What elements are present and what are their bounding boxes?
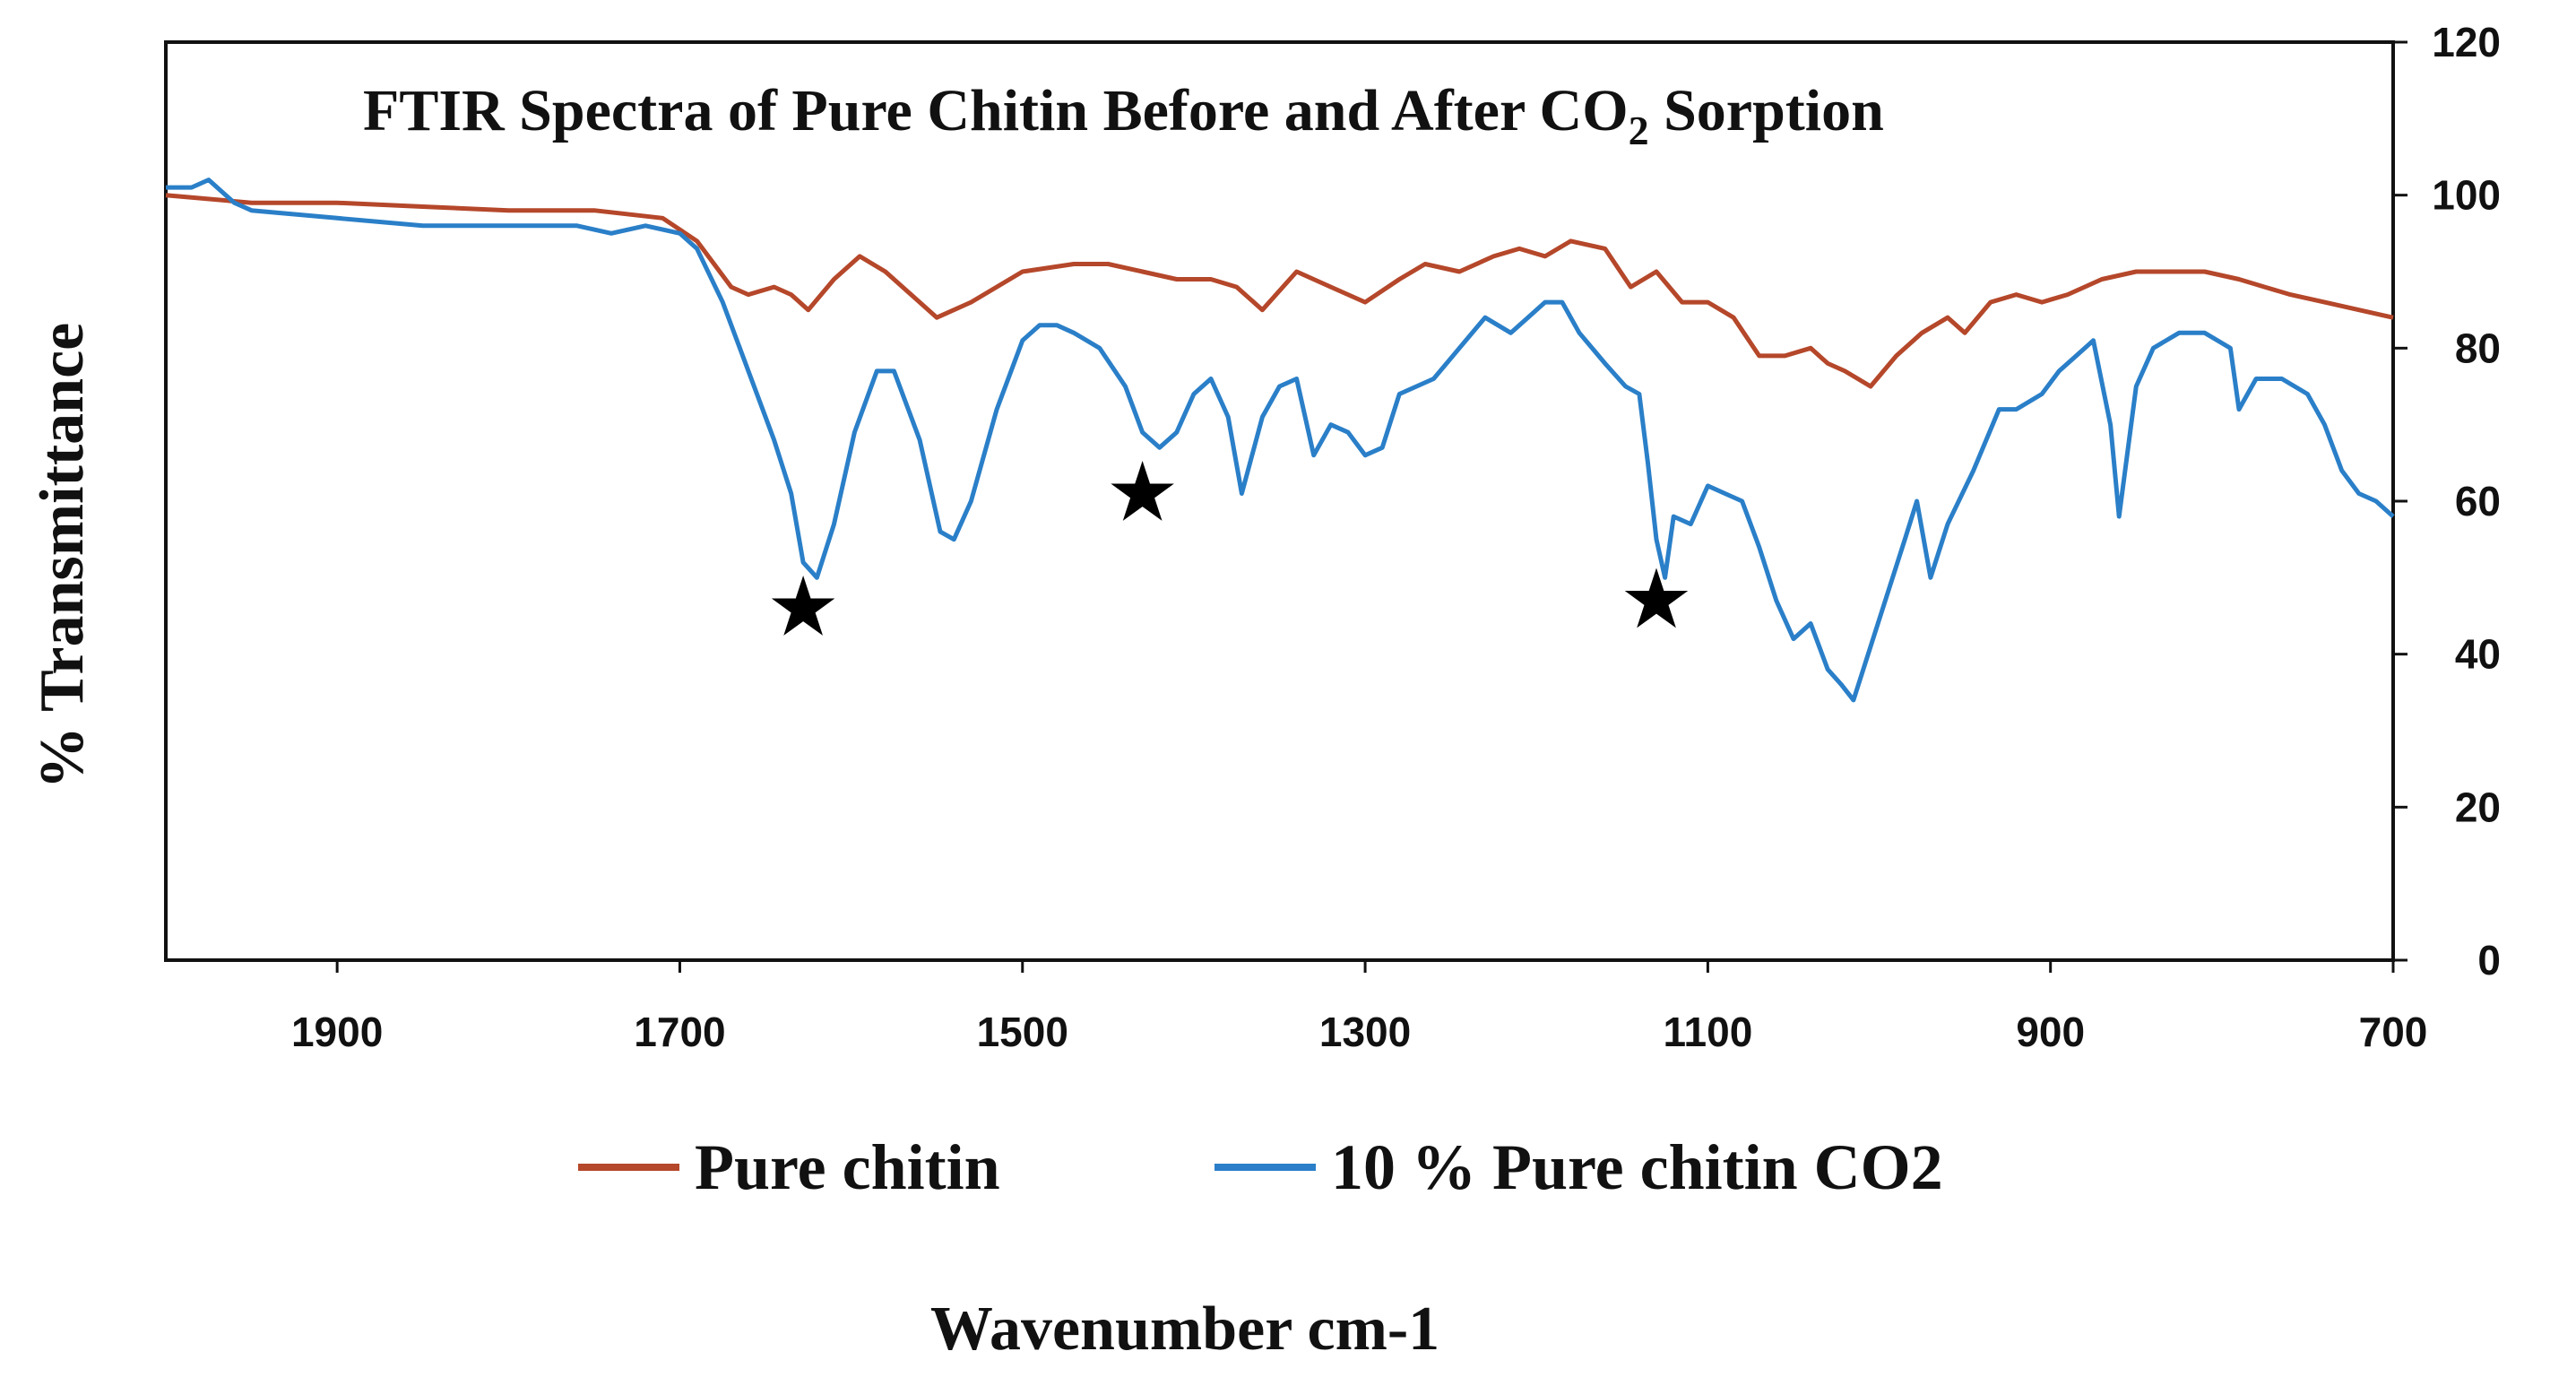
chart-title: FTIR Spectra of Pure Chitin Before and A… (363, 78, 1884, 153)
title-main: FTIR Spectra of Pure Chitin Before and A… (363, 78, 1629, 143)
title-suffix: Sorption (1649, 78, 1884, 143)
legend-label-pure-chitin: Pure chitin (695, 1131, 1000, 1203)
title-subscript: 2 (1629, 108, 1649, 153)
legend-label-co2: 10 % Pure chitin CO2 (1331, 1131, 1943, 1203)
x-axis-ticks: 1900 1700 1500 1300 1100 900 700 (291, 960, 2427, 1055)
y-tick-label: 120 (2432, 19, 2501, 65)
legend: Pure chitin 10 % Pure chitin CO2 (578, 1131, 1943, 1203)
series-line-pure-chitin (165, 193, 2394, 389)
y-axis-label: % Transmittance (28, 323, 97, 789)
star-marker: ★ (1620, 551, 1693, 647)
series-line-co2 (166, 178, 2395, 703)
annotation-layer: ★ ★ ★ (766, 444, 1693, 654)
x-tick-label: 1300 (1319, 1009, 1411, 1055)
y-axis-ticks: 0 20 40 60 80 100 120 (2393, 19, 2501, 983)
star-marker: ★ (1105, 444, 1179, 540)
x-tick-label: 900 (2016, 1009, 2085, 1055)
x-tick-label: 1700 (634, 1009, 725, 1055)
series-layer (165, 178, 2395, 703)
star-marker: ★ (766, 559, 840, 654)
x-tick-label: 1100 (1663, 1009, 1752, 1055)
y-tick-label: 80 (2455, 325, 2501, 371)
plot-frame (164, 40, 2395, 962)
y-tick-label: 60 (2455, 478, 2501, 524)
x-tick-label: 1900 (291, 1009, 383, 1055)
x-tick-label: 1500 (977, 1009, 1068, 1055)
x-axis-label: Wavenumber cm-1 (930, 1295, 1439, 1364)
y-tick-label: 40 (2455, 631, 2501, 678)
y-tick-label: 20 (2455, 784, 2501, 830)
y-tick-label: 0 (2477, 937, 2501, 983)
y-tick-label: 100 (2432, 172, 2501, 219)
x-tick-label: 700 (2359, 1009, 2428, 1055)
